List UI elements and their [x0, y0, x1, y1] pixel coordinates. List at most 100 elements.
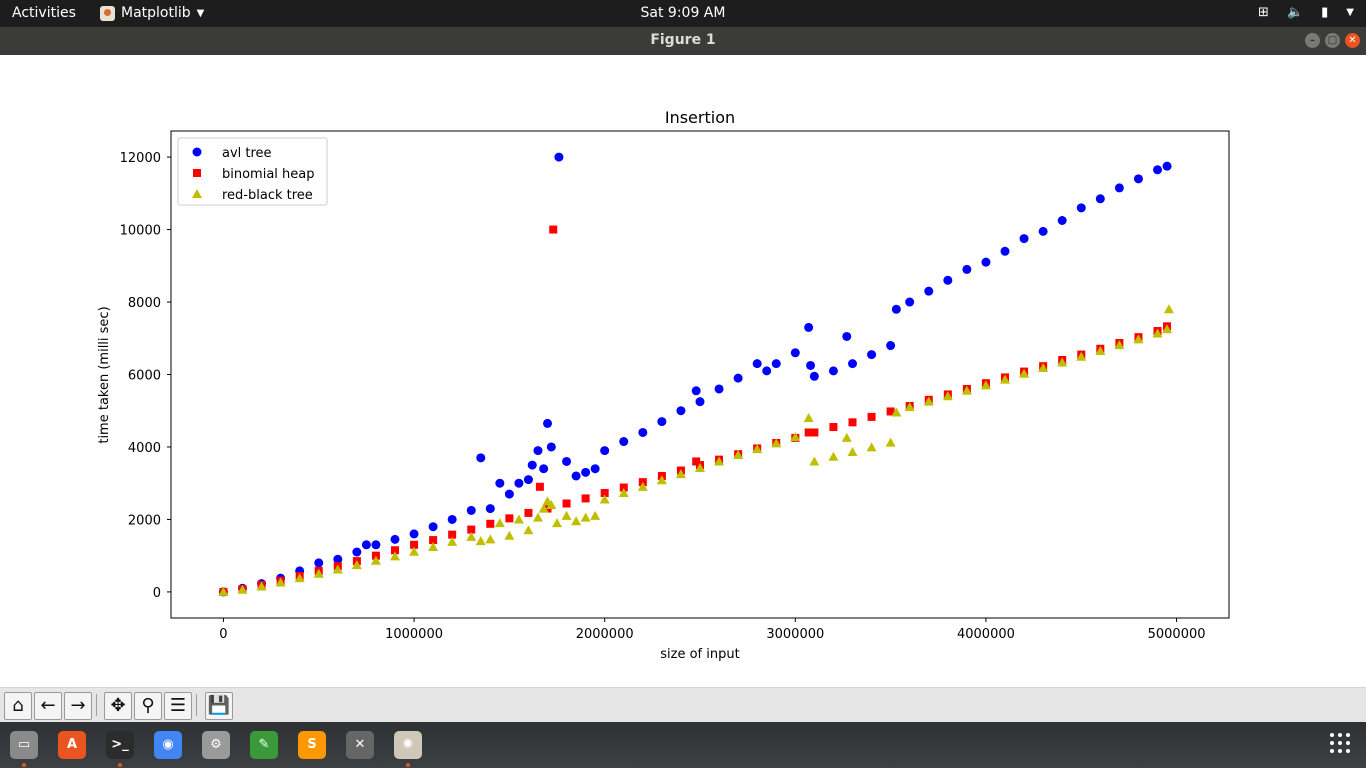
data-point: [561, 510, 572, 520]
data-point: [675, 469, 686, 479]
data-point: [828, 451, 839, 461]
clock[interactable]: Sat 9:09 AM: [640, 5, 726, 21]
app-menu[interactable]: Matplotlib ▼: [100, 5, 204, 21]
data-point: [409, 529, 419, 539]
back-button[interactable]: ←: [34, 692, 62, 720]
software-icon[interactable]: A: [58, 731, 86, 759]
data-point: [1163, 304, 1174, 314]
y-axis-ticks: 0 2000 4000 6000 8000 10000 12000: [120, 151, 171, 601]
data-point: [1133, 334, 1144, 344]
show-applications-icon[interactable]: [1330, 733, 1352, 755]
legend-label: red-black tree: [222, 188, 313, 203]
data-point: [504, 530, 515, 540]
data-point: [580, 512, 591, 522]
data-point: [891, 304, 901, 314]
data-point: [352, 547, 362, 557]
activities-button[interactable]: Activities: [12, 5, 76, 21]
data-point: [691, 386, 701, 396]
data-point: [1114, 340, 1125, 350]
data-point: [1057, 216, 1067, 226]
toolbar-separator: [196, 694, 197, 716]
data-point: [885, 437, 896, 447]
data-point: [581, 467, 591, 477]
data-point: [332, 564, 343, 574]
legend-marker: [193, 169, 201, 177]
sublime-icon[interactable]: S: [298, 731, 326, 759]
series-0: [218, 152, 1172, 597]
x-tick-label: 2000000: [576, 627, 634, 642]
figure-canvas[interactable]: 0 1000000 2000000 3000000 4000000 5000000 0 20…: [0, 55, 1366, 687]
matplotlib-icon[interactable]: ✺: [394, 731, 422, 759]
data-point: [524, 508, 533, 517]
data-point: [1038, 226, 1048, 236]
data-point: [514, 478, 524, 488]
data-point: [410, 540, 419, 549]
zoom-button[interactable]: ⚲: [134, 692, 162, 720]
data-point: [961, 385, 972, 395]
data-point: [495, 478, 505, 488]
data-point: [829, 423, 838, 432]
data-point: [752, 444, 763, 454]
save-button[interactable]: 💾: [205, 692, 233, 720]
minimize-button[interactable]: –: [1305, 33, 1320, 48]
save-icon: 💾: [207, 695, 231, 716]
pan-button[interactable]: ✥: [104, 692, 132, 720]
data-point: [842, 331, 852, 341]
data-point: [1133, 174, 1143, 184]
data-point: [848, 359, 858, 369]
chevron-down-icon: ▼: [196, 7, 205, 19]
network-icon[interactable]: ✕: [346, 731, 374, 759]
plot-marks: [218, 152, 1174, 597]
data-point: [810, 428, 819, 437]
data-point: [523, 525, 534, 535]
data-point: [733, 373, 743, 383]
configure-subplots-button[interactable]: ☰: [164, 692, 192, 720]
terminal-icon[interactable]: >_: [106, 731, 134, 759]
data-point: [1152, 328, 1163, 338]
editor-icon[interactable]: ✎: [250, 731, 278, 759]
volume-icon[interactable]: 🔈: [1286, 5, 1304, 20]
data-point: [790, 348, 800, 358]
grid-dot: [1330, 733, 1334, 737]
data-point: [294, 573, 305, 583]
data-point: [428, 541, 439, 551]
data-point: [1114, 183, 1124, 193]
chrome-icon[interactable]: ◉: [154, 731, 182, 759]
grid-dot: [1338, 741, 1342, 745]
data-point: [981, 257, 991, 267]
data-point: [656, 475, 667, 485]
close-button[interactable]: ✕: [1345, 33, 1360, 48]
data-point: [313, 568, 324, 578]
top-bar: Activities Matplotlib ▼ Sat 9:09 AM ⊞ 🔈 …: [0, 0, 1366, 27]
data-point: [942, 391, 953, 401]
window-titlebar[interactable]: Figure 1 – □ ✕: [0, 27, 1366, 55]
data-point: [466, 505, 476, 515]
network-icon[interactable]: ⊞: [1258, 5, 1269, 20]
y-tick-label: 0: [153, 586, 161, 601]
window-title: Figure 1: [650, 32, 716, 48]
data-point: [980, 380, 991, 390]
maximize-button[interactable]: □: [1325, 33, 1340, 48]
data-point: [581, 494, 590, 503]
forward-button[interactable]: →: [64, 692, 92, 720]
data-point: [599, 494, 610, 504]
data-point: [590, 464, 600, 474]
settings-icon[interactable]: ⚙: [202, 731, 230, 759]
data-point: [1095, 345, 1106, 355]
data-point: [275, 577, 286, 587]
data-point: [886, 341, 896, 351]
data-point: [476, 453, 486, 463]
data-point: [790, 432, 801, 442]
chevron-down-icon[interactable]: ▼: [1346, 7, 1354, 18]
data-point: [771, 359, 781, 369]
series-2: [218, 304, 1174, 596]
system-tray[interactable]: ⊞ 🔈 ▮ ▼: [1258, 5, 1354, 20]
grid-dot: [1330, 749, 1334, 753]
home-button[interactable]: ⌂: [4, 692, 32, 720]
data-point: [409, 546, 420, 556]
data-point: [504, 489, 514, 499]
data-point: [546, 499, 557, 509]
battery-icon[interactable]: ▮: [1321, 5, 1329, 20]
data-point: [448, 530, 457, 539]
files-icon[interactable]: ▭: [10, 731, 38, 759]
